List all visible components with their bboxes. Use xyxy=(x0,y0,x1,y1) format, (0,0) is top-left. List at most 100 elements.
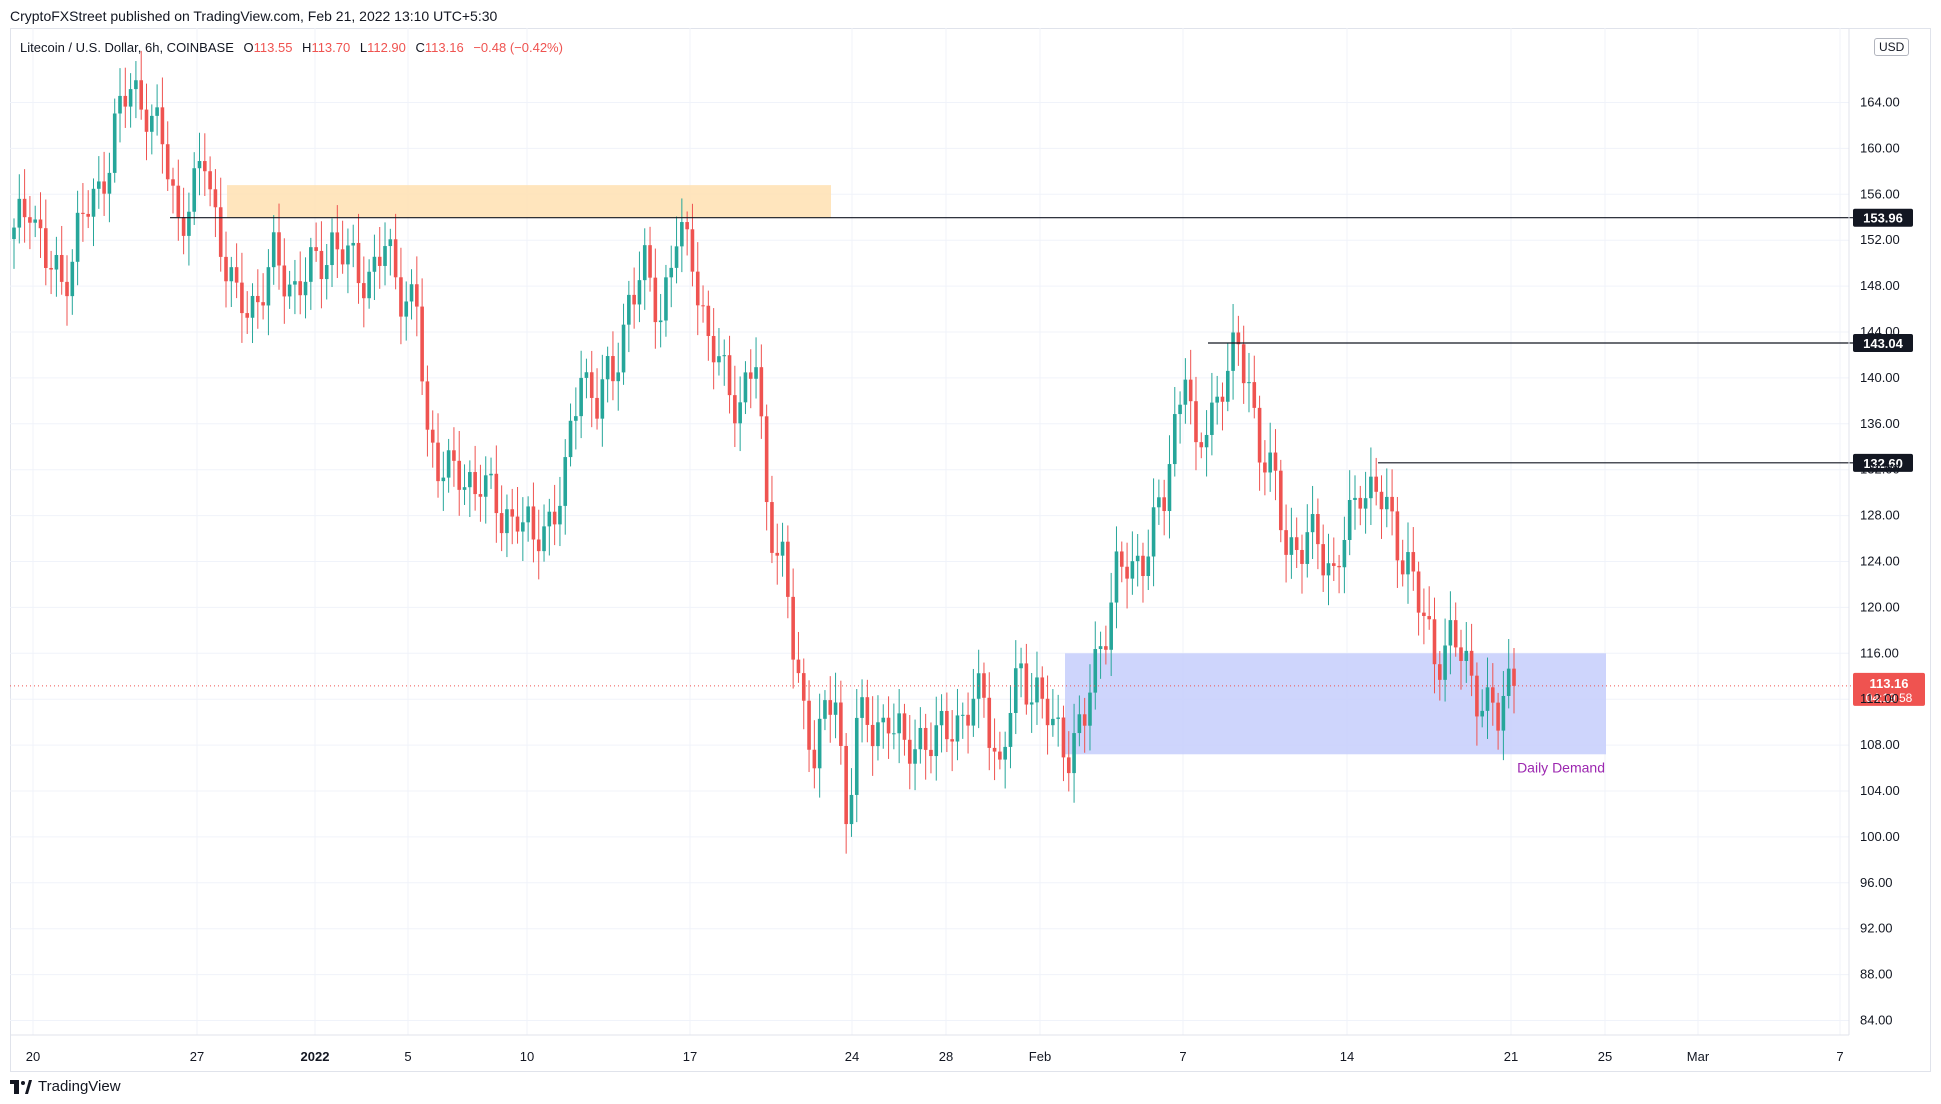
low-label: L xyxy=(359,40,368,55)
candle-body xyxy=(1379,491,1384,510)
candle xyxy=(632,267,636,329)
y-axis[interactable]: 84.00 88.00 92.00 96.00 100.00 104.00 108.00 11… xyxy=(1848,28,1900,1035)
candle-body xyxy=(738,402,742,424)
open-value: 113.55 xyxy=(253,40,293,55)
candle-body xyxy=(1443,645,1447,680)
candle-body xyxy=(648,245,652,278)
candle xyxy=(499,485,504,552)
x-tick-label: 24 xyxy=(845,1049,859,1064)
candle xyxy=(892,703,896,750)
candle-body xyxy=(897,713,901,734)
candle-body xyxy=(1082,714,1087,726)
candle-body xyxy=(886,717,891,734)
candle-body xyxy=(1051,718,1055,726)
candle-body xyxy=(955,715,960,742)
candle-body xyxy=(674,246,679,268)
candle-body xyxy=(621,324,626,373)
candle xyxy=(515,487,520,544)
candle-body xyxy=(690,229,695,272)
candle xyxy=(436,413,440,498)
x-axis[interactable]: 20 27 2022 5 10 17 24 28 Feb 7 14 21 25 Mar 7 xyxy=(10,1034,1849,1064)
candle xyxy=(1400,539,1405,587)
candle xyxy=(1469,623,1474,697)
candle-body xyxy=(1119,551,1124,567)
change-value: −0.48 (−0.42%) xyxy=(473,40,563,55)
candle xyxy=(876,695,880,761)
candle xyxy=(282,238,287,324)
candle-body xyxy=(1194,401,1198,443)
candle xyxy=(1485,657,1490,739)
candle xyxy=(203,133,207,196)
candle-body xyxy=(711,335,716,363)
candle-body xyxy=(1109,602,1113,650)
high-value: 113.70 xyxy=(311,40,351,55)
candle xyxy=(388,228,393,276)
candle xyxy=(91,178,96,247)
current-price-tag xyxy=(1853,672,1925,706)
candle-body xyxy=(849,794,854,825)
candle xyxy=(743,361,748,415)
candle-body xyxy=(664,277,668,321)
candle xyxy=(1162,479,1166,536)
y-tick-label: 112.00 xyxy=(1860,691,1899,706)
candle-body xyxy=(256,295,260,303)
candle xyxy=(801,658,806,730)
candle xyxy=(627,280,631,353)
candle-body xyxy=(1220,396,1225,402)
candle-body xyxy=(536,539,541,552)
candle-body xyxy=(1411,552,1416,572)
x-tick-label: 25 xyxy=(1598,1049,1612,1064)
symbol-title[interactable]: Litecoin / U.S. Dollar, 6h, COINBASE xyxy=(20,40,234,55)
candle-body xyxy=(653,277,658,323)
candle-body xyxy=(966,714,970,726)
candle xyxy=(208,156,212,207)
candle xyxy=(1294,517,1299,569)
candle-body xyxy=(1199,442,1204,448)
candle-body xyxy=(192,168,197,212)
candle-body xyxy=(913,749,917,764)
candle-body xyxy=(589,372,594,398)
candle xyxy=(727,335,732,414)
candle xyxy=(409,269,414,320)
candle-body xyxy=(271,232,276,268)
candle-body xyxy=(552,511,557,525)
candle-body xyxy=(171,179,175,186)
candle-body xyxy=(1432,619,1437,665)
candle-body xyxy=(319,250,324,280)
candle-body xyxy=(70,261,75,297)
chart-frame[interactable] xyxy=(10,28,1931,1072)
candle xyxy=(1411,527,1416,591)
candle xyxy=(70,249,75,315)
currency-badge[interactable]: USD xyxy=(1874,38,1910,56)
candle-body xyxy=(1088,692,1092,726)
candle-body xyxy=(939,710,944,726)
candle-body xyxy=(309,247,313,282)
candle xyxy=(1512,647,1516,714)
candle xyxy=(796,631,801,683)
candle xyxy=(399,247,403,345)
candle-body xyxy=(1247,382,1251,384)
candle xyxy=(1093,621,1098,710)
candle xyxy=(733,365,737,448)
candle-body xyxy=(1395,511,1400,561)
candle xyxy=(160,77,165,174)
candle-body xyxy=(123,95,128,107)
tradingview-brand[interactable]: TradingView xyxy=(10,1078,121,1095)
candle-body xyxy=(531,506,536,540)
candle-body xyxy=(1178,404,1182,415)
candle-body xyxy=(314,247,318,251)
candle xyxy=(441,451,446,511)
candle-body xyxy=(807,700,811,750)
candle-body xyxy=(28,217,32,223)
candle xyxy=(902,703,907,756)
x-tick-label: 28 xyxy=(939,1049,953,1064)
candle-body xyxy=(759,367,764,417)
candle-body xyxy=(770,502,774,553)
candle-body xyxy=(1013,668,1018,713)
candle-body xyxy=(324,265,329,280)
candle xyxy=(319,221,324,309)
candle xyxy=(303,257,308,319)
x-tick-label: 27 xyxy=(190,1049,204,1064)
candle-body xyxy=(595,397,599,419)
